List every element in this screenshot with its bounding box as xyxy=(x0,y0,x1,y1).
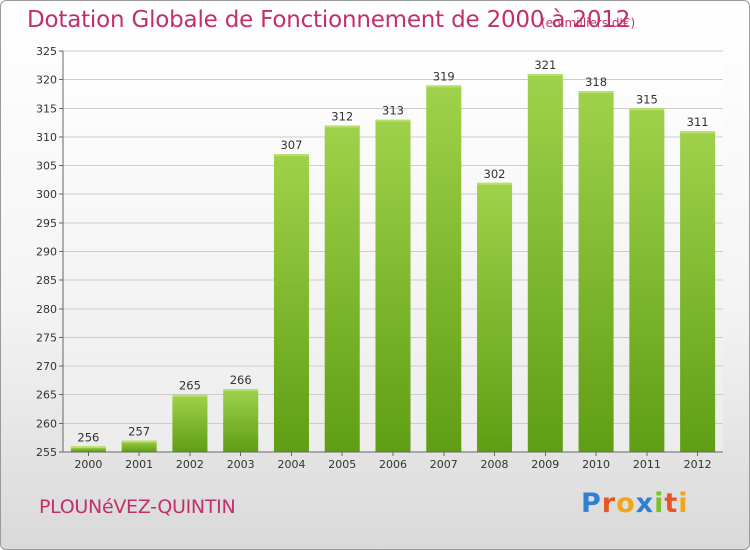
x-tick-label-2008: 2008 xyxy=(481,458,509,471)
bar-2012 xyxy=(680,131,716,452)
bars xyxy=(70,73,716,453)
y-tick-label: 265 xyxy=(36,389,57,402)
logo-letter: P xyxy=(581,488,602,519)
value-label-2002: 265 xyxy=(179,379,201,393)
bar-highlight xyxy=(375,119,411,122)
value-label-2011: 315 xyxy=(636,92,658,106)
logo-letter: x xyxy=(635,488,655,519)
y-tick-label: 310 xyxy=(36,131,57,144)
bar-2005 xyxy=(324,125,360,452)
y-tick-label: 285 xyxy=(36,274,57,287)
logo-letter: o xyxy=(616,488,636,519)
value-label-2000: 256 xyxy=(77,430,99,444)
y-tick-label: 295 xyxy=(36,217,57,230)
x-tick-label-2012: 2012 xyxy=(684,458,712,471)
bar-2003 xyxy=(223,388,259,452)
value-label-2006: 313 xyxy=(382,104,404,118)
y-tick-label: 315 xyxy=(36,102,57,115)
x-tick-label-2002: 2002 xyxy=(176,458,204,471)
y-tick-label: 270 xyxy=(36,360,57,373)
commune-name: PLOUNéVEZ-QUINTIN xyxy=(39,496,236,518)
bar-highlight xyxy=(121,440,157,443)
x-tick-label-2004: 2004 xyxy=(277,458,305,471)
y-tick-label: 275 xyxy=(36,331,57,344)
value-label-2007: 319 xyxy=(433,69,455,83)
bar-2010 xyxy=(578,91,614,452)
bar-2008 xyxy=(477,182,513,452)
bar-2001 xyxy=(121,440,157,452)
bar-highlight xyxy=(629,108,665,111)
value-label-2010: 318 xyxy=(585,75,607,89)
logo-letter: i xyxy=(654,488,665,519)
proxiti-logo: Proxiti xyxy=(581,488,689,519)
bar-highlight xyxy=(426,85,462,88)
x-tick-label-2000: 2000 xyxy=(74,458,102,471)
logo-letter: t xyxy=(664,488,679,519)
value-labels: 256 257 265 266 307 312 313 319 302 321 318 315 311 xyxy=(77,58,708,444)
bar-2009 xyxy=(527,73,563,453)
y-tick-label: 280 xyxy=(36,303,57,316)
bar-highlight xyxy=(578,91,614,94)
bar-highlight xyxy=(477,182,513,185)
bar-highlight xyxy=(70,446,106,449)
value-label-2009: 321 xyxy=(534,58,556,72)
x-tick-label-2001: 2001 xyxy=(125,458,153,471)
x-tick-label-2010: 2010 xyxy=(582,458,610,471)
y-tick-label: 300 xyxy=(36,188,57,201)
bar-highlight xyxy=(273,154,309,157)
bar-highlight xyxy=(172,394,208,397)
y-tick-label: 255 xyxy=(36,446,57,459)
y-tick-label: 290 xyxy=(36,246,57,259)
y-tick-label: 320 xyxy=(36,74,57,87)
axes: 255 260 265 270 275 280 285 290 295 300 305 310 315 3… xyxy=(36,45,723,471)
chart-subtitle: (en milliers d'€) xyxy=(541,16,636,30)
bar-2011 xyxy=(629,108,665,453)
bar-highlight xyxy=(680,131,716,134)
value-label-2004: 307 xyxy=(280,138,302,152)
x-tick-label-2007: 2007 xyxy=(430,458,458,471)
value-label-2001: 257 xyxy=(128,425,150,439)
bar-2007 xyxy=(426,85,462,452)
value-label-2003: 266 xyxy=(230,373,252,387)
bar-highlight xyxy=(324,125,360,128)
logo-letter: r xyxy=(601,488,617,519)
value-label-2012: 311 xyxy=(687,115,709,129)
y-tick-label: 305 xyxy=(36,160,57,173)
x-tick-label-2011: 2011 xyxy=(633,458,661,471)
bar-highlight xyxy=(223,388,259,391)
bar-2004 xyxy=(273,154,309,452)
value-label-2008: 302 xyxy=(484,167,506,181)
x-tick-label-2009: 2009 xyxy=(531,458,559,471)
y-tick-label: 325 xyxy=(36,45,57,58)
logo-letter: i xyxy=(678,488,689,519)
bar-2000 xyxy=(70,446,106,452)
value-label-2005: 312 xyxy=(331,109,353,123)
x-tick-label-2005: 2005 xyxy=(328,458,356,471)
bar-highlight xyxy=(527,73,563,76)
bar-2006 xyxy=(375,119,411,452)
chart-title: Dotation Globale de Fonctionnement de 20… xyxy=(27,7,631,33)
x-tick-label-2006: 2006 xyxy=(379,458,407,471)
y-tick-label: 260 xyxy=(36,417,57,430)
bar-2002 xyxy=(172,394,208,452)
x-tick-label-2003: 2003 xyxy=(227,458,255,471)
